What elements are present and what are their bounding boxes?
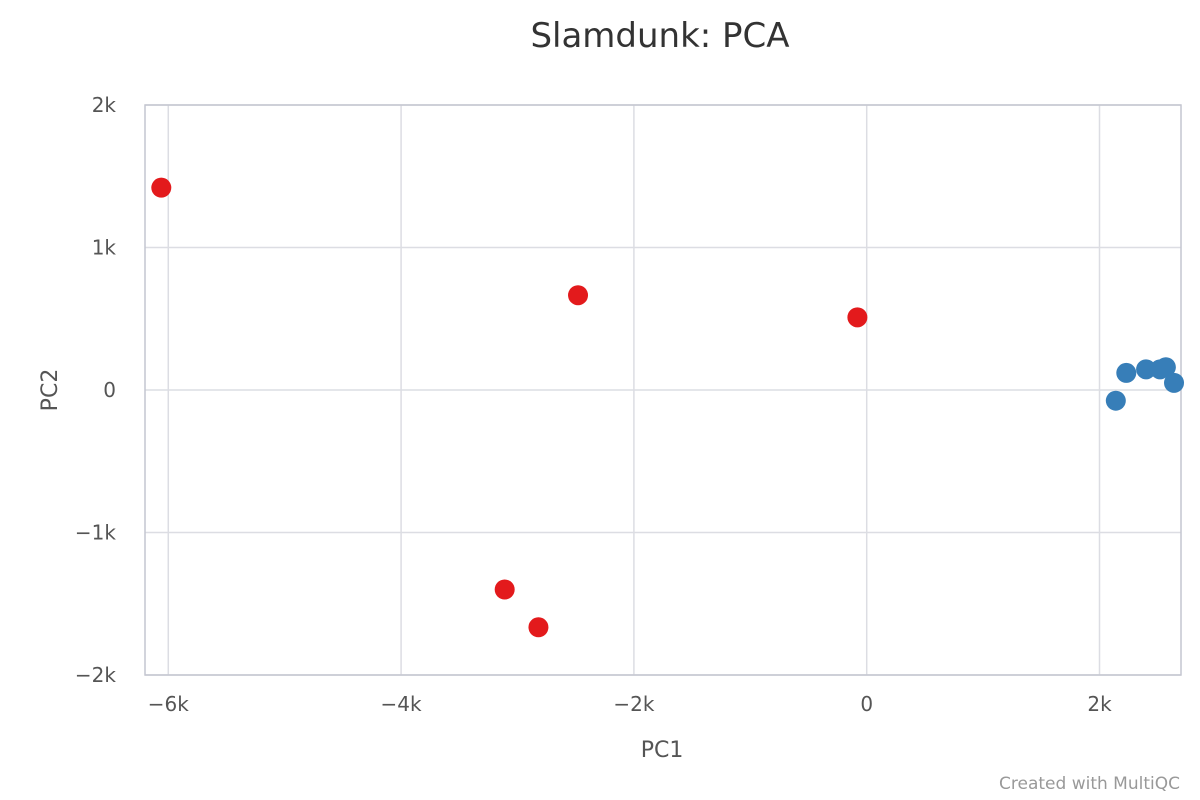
data-point-series-2[interactable] [1116,362,1137,383]
y-tick-label: 1k [92,236,117,260]
data-point-series-1[interactable] [847,307,868,328]
y-tick-label: 2k [92,93,117,117]
data-point-series-1[interactable] [151,177,172,198]
y-axis-title: PC2 [38,369,63,412]
y-tick-label: 0 [103,378,116,402]
x-tick-label: −2k [613,692,654,716]
multiqc-credit[interactable]: Created with MultiQC [999,774,1180,794]
data-point-series-2[interactable] [1155,357,1176,378]
x-tick-label: −4k [381,692,422,716]
x-tick-label: −6k [148,692,189,716]
y-axis-ticks: 2k 1k 0 −1k −2k [75,93,116,687]
data-point-series-1[interactable] [494,579,515,600]
data-point-series-2[interactable] [1164,372,1185,393]
data-point-series-1[interactable] [528,617,549,638]
y-tick-label: −2k [75,663,116,687]
chart-title: Slamdunk: PCA [530,16,789,56]
data-point-series-1[interactable] [568,285,589,306]
y-tick-label: −1k [75,521,116,545]
x-tick-label: 0 [860,692,873,716]
x-axis-ticks: −6k −4k −2k 0 2k [148,692,1112,716]
data-points [151,177,1185,638]
data-point-series-2[interactable] [1105,390,1126,411]
x-tick-label: 2k [1087,692,1112,716]
grid-lines [145,104,1181,676]
x-axis-title: PC1 [641,738,684,763]
data-point-series-2[interactable] [1136,359,1157,380]
